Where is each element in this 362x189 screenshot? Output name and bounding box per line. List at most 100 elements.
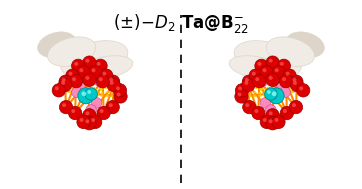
Circle shape [68,106,82,120]
Circle shape [77,66,90,79]
Text: $(\pm)\!-\!\mathit{D}_{2}\ \mathbf{Ta@B}_{22}^{-}$: $(\pm)\!-\!\mathit{D}_{2}\ \mathbf{Ta@B}… [113,12,249,35]
Circle shape [83,109,96,122]
Circle shape [80,118,84,122]
Circle shape [255,59,268,72]
Circle shape [83,117,96,130]
Circle shape [91,98,102,108]
Circle shape [272,66,285,79]
Ellipse shape [70,62,93,81]
Circle shape [286,72,290,76]
Circle shape [282,77,286,81]
Circle shape [85,111,89,115]
Circle shape [289,101,303,114]
Circle shape [59,101,73,114]
Circle shape [100,69,113,82]
Circle shape [85,88,97,100]
Circle shape [78,88,94,104]
Ellipse shape [269,62,292,81]
Circle shape [269,111,273,115]
Circle shape [59,75,72,88]
Circle shape [254,109,258,113]
Circle shape [89,66,102,79]
Circle shape [267,90,271,94]
Circle shape [299,86,303,90]
Circle shape [83,56,96,69]
Circle shape [95,76,105,87]
Circle shape [117,92,121,97]
Circle shape [262,68,266,72]
Ellipse shape [266,37,315,66]
Circle shape [260,66,273,79]
Ellipse shape [38,32,76,58]
Circle shape [257,76,267,87]
Circle shape [68,72,72,76]
Circle shape [86,105,96,115]
Circle shape [266,56,279,69]
Ellipse shape [234,41,301,78]
Circle shape [89,115,102,129]
Circle shape [279,74,292,88]
Ellipse shape [61,41,128,78]
Circle shape [266,109,279,122]
Circle shape [275,68,279,72]
Circle shape [55,86,59,90]
Circle shape [85,76,89,80]
Circle shape [109,78,113,82]
Circle shape [81,91,86,96]
Circle shape [83,73,96,87]
Circle shape [99,77,103,81]
Circle shape [280,106,294,120]
Circle shape [268,88,284,104]
Circle shape [257,62,261,66]
Circle shape [74,62,78,66]
Circle shape [107,78,120,91]
Circle shape [290,78,303,91]
Circle shape [263,118,267,122]
Circle shape [75,82,86,92]
Circle shape [61,81,65,85]
Circle shape [62,103,66,107]
Circle shape [96,74,109,88]
Circle shape [253,74,266,88]
Circle shape [255,77,259,81]
Circle shape [280,87,290,98]
Circle shape [266,73,279,87]
Circle shape [260,98,271,108]
Circle shape [85,119,89,123]
Circle shape [277,59,290,72]
Circle shape [116,86,120,90]
Circle shape [77,115,90,129]
Ellipse shape [229,56,283,79]
Circle shape [290,75,303,88]
Circle shape [242,75,256,88]
Circle shape [243,101,256,114]
Circle shape [266,105,276,115]
Circle shape [71,109,75,113]
Circle shape [72,59,85,72]
Circle shape [249,69,262,82]
Circle shape [276,82,287,92]
Circle shape [66,69,79,82]
Circle shape [245,78,249,82]
Circle shape [292,103,296,107]
Circle shape [102,72,106,76]
Circle shape [245,103,249,107]
Circle shape [265,88,277,100]
Circle shape [85,59,89,63]
Circle shape [114,90,127,103]
Circle shape [266,117,279,130]
Circle shape [252,106,265,120]
Circle shape [280,62,284,66]
Ellipse shape [47,37,96,66]
Ellipse shape [79,56,133,79]
Circle shape [269,119,273,123]
Circle shape [109,103,113,107]
Circle shape [87,90,91,94]
Circle shape [272,115,285,129]
Circle shape [100,109,104,113]
Circle shape [97,106,110,120]
Circle shape [260,115,273,129]
Circle shape [106,75,120,88]
Circle shape [52,84,66,97]
Circle shape [292,78,296,82]
